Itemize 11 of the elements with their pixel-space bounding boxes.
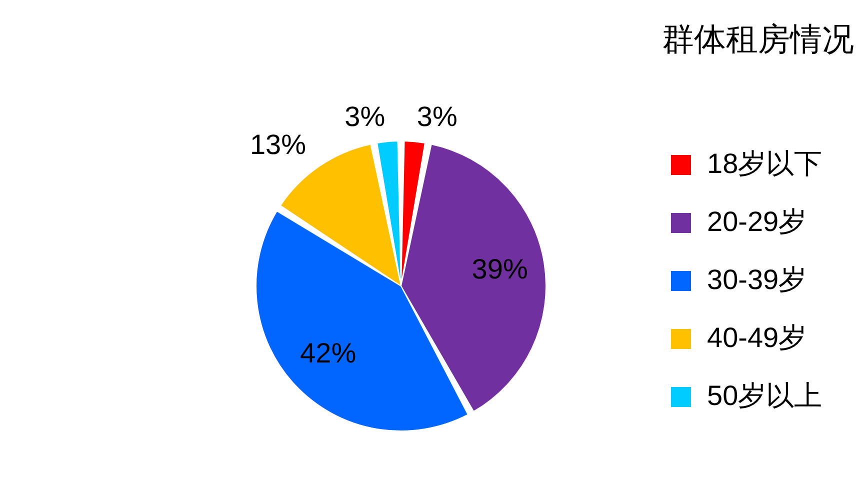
data-label: 13% bbox=[250, 129, 306, 160]
legend-label: 50岁以上 bbox=[707, 380, 822, 411]
data-label: 3% bbox=[344, 100, 386, 132]
chart-title: 群体租房情况 bbox=[662, 21, 854, 57]
legend-label: 30-39岁 bbox=[707, 264, 807, 295]
data-label: 3% bbox=[416, 100, 458, 132]
data-label: 42% bbox=[300, 337, 356, 368]
data-label: 39% bbox=[472, 253, 528, 284]
legend-label: 18岁以下 bbox=[707, 148, 822, 179]
legend-label: 40-49岁 bbox=[707, 322, 807, 353]
legend-label: 20-29岁 bbox=[707, 206, 807, 237]
